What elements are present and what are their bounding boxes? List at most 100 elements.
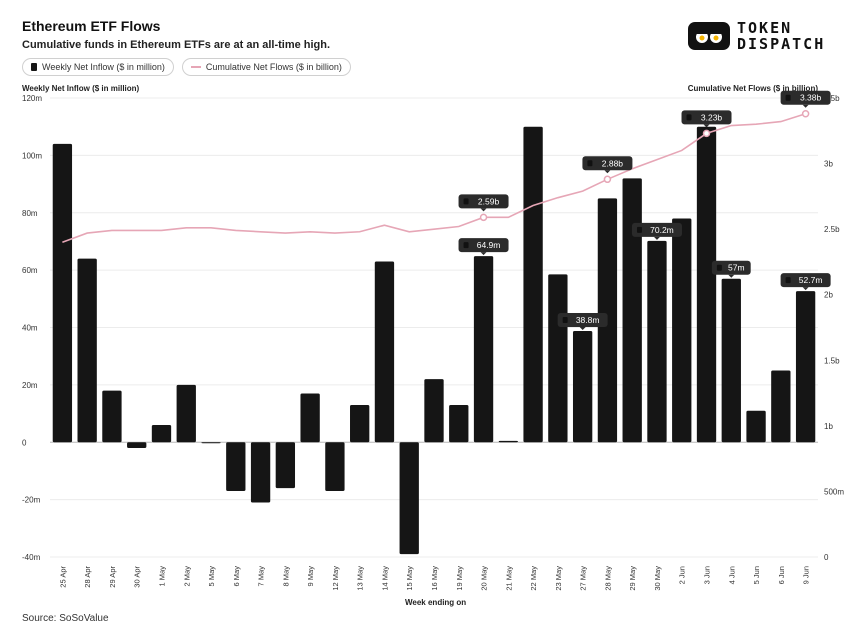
bar-data-label-icon bbox=[562, 316, 568, 323]
bar bbox=[250, 442, 271, 503]
line-data-label-text: 3.23b bbox=[701, 112, 723, 122]
x-tick-label: 5 Jun bbox=[752, 566, 761, 584]
x-tick-label: 25 Apr bbox=[58, 566, 67, 588]
line-point bbox=[801, 109, 810, 118]
bar bbox=[572, 330, 593, 443]
bar-swatch-icon bbox=[31, 63, 37, 71]
x-tick-label: 7 May bbox=[257, 566, 266, 587]
legend-item-weekly-inflow[interactable]: Weekly Net Inflow ($ in million) bbox=[22, 58, 174, 76]
bar bbox=[102, 390, 122, 443]
line-point bbox=[603, 175, 612, 184]
bar bbox=[523, 126, 543, 443]
line-point bbox=[479, 213, 488, 222]
bar bbox=[325, 442, 345, 492]
x-tick-label: 28 Apr bbox=[83, 566, 92, 588]
x-tick-label: 3 Jun bbox=[703, 566, 712, 584]
x-tick-label: 14 May bbox=[380, 566, 389, 591]
x-tick-label: 28 May bbox=[603, 566, 612, 591]
bar bbox=[226, 442, 246, 492]
right-tick-label: 0 bbox=[824, 553, 829, 562]
left-tick-label: -40m bbox=[22, 553, 41, 562]
x-tick-label: 8 May bbox=[281, 566, 290, 587]
left-tick-label: 0 bbox=[22, 438, 27, 447]
left-tick-label: -20m bbox=[22, 496, 41, 505]
line-data-label-text: 2.88b bbox=[602, 158, 624, 168]
line-point bbox=[702, 129, 711, 138]
line-swatch-icon bbox=[190, 66, 201, 68]
x-tick-label: 29 May bbox=[628, 566, 637, 591]
line-data-label-icon bbox=[463, 198, 469, 205]
bar bbox=[127, 442, 147, 448]
bar-data-label-pointer bbox=[480, 252, 487, 256]
x-tick-label: 23 May bbox=[554, 566, 563, 591]
bar-data-label-text: 38.8m bbox=[576, 315, 600, 325]
x-tick-label: 6 May bbox=[232, 566, 241, 587]
right-tick-label: 3b bbox=[824, 160, 833, 169]
line-data-label-text: 2.59b bbox=[478, 196, 500, 206]
line-data-label: 2.59b bbox=[458, 194, 509, 212]
x-tick-label: 9 May bbox=[306, 566, 315, 587]
bar-data-label-icon bbox=[636, 226, 642, 233]
line-data-label-pointer bbox=[703, 124, 710, 128]
right-tick-label: 3.5b bbox=[824, 94, 840, 103]
line-data-label-pointer bbox=[480, 208, 487, 212]
legend-label-weekly-inflow: Weekly Net Inflow ($ in million) bbox=[42, 62, 165, 72]
bar-data-label: 64.9m bbox=[458, 238, 509, 256]
bar-data-label-pointer bbox=[579, 326, 586, 330]
chart-legend: Weekly Net Inflow ($ in million) Cumulat… bbox=[22, 58, 351, 76]
bar-data-label-box bbox=[711, 260, 751, 275]
logo-line-1: TOKEN bbox=[737, 19, 793, 37]
left-tick-label: 80m bbox=[22, 209, 38, 218]
chart-subtitle: Cumulative funds in Ethereum ETFs are at… bbox=[22, 39, 331, 51]
x-tick-label: 22 May bbox=[529, 566, 538, 591]
bar bbox=[424, 379, 444, 443]
bar bbox=[622, 178, 642, 443]
right-tick-label: 2.5b bbox=[824, 225, 840, 234]
bar bbox=[672, 218, 692, 443]
line-data-label-pointer bbox=[802, 104, 809, 108]
bar-data-label-icon bbox=[785, 277, 791, 284]
bar bbox=[721, 278, 741, 443]
line-data-label: 2.88b bbox=[582, 156, 633, 174]
bar bbox=[771, 370, 791, 443]
x-tick-label: 16 May bbox=[430, 566, 439, 591]
bar bbox=[77, 258, 97, 443]
right-tick-label: 1b bbox=[824, 422, 833, 431]
cumulative-line bbox=[62, 112, 806, 244]
bar-data-label-text: 64.9m bbox=[477, 240, 501, 250]
bar bbox=[52, 143, 73, 443]
bar bbox=[498, 440, 518, 443]
x-tick-label: 9 Jun bbox=[802, 566, 811, 584]
bar bbox=[201, 442, 221, 444]
right-tick-label: 500m bbox=[824, 487, 844, 496]
x-tick-label: 2 May bbox=[182, 566, 191, 587]
line-data-label-box bbox=[582, 156, 633, 171]
line-data-label-icon bbox=[587, 160, 593, 167]
x-tick-label: 21 May bbox=[504, 566, 513, 591]
bar-data-label: 38.8m bbox=[557, 312, 608, 330]
chart-title: Ethereum ETF Flows bbox=[22, 18, 161, 34]
bar-data-label-text: 70.2m bbox=[650, 225, 674, 235]
x-tick-label: 19 May bbox=[455, 566, 464, 591]
x-tick-label: 6 Jun bbox=[777, 566, 786, 584]
bar-data-label-box bbox=[557, 312, 608, 327]
token-dispatch-logo: TOKEN DISPATCH bbox=[688, 20, 825, 52]
line-data-label-icon bbox=[686, 114, 692, 121]
x-tick-label: 5 May bbox=[207, 566, 216, 587]
bar bbox=[473, 256, 494, 443]
x-tick-label: 1 May bbox=[157, 566, 166, 587]
line-data-label-box bbox=[458, 194, 509, 209]
bar bbox=[300, 393, 320, 443]
logo-mark-icon bbox=[688, 22, 730, 50]
bar bbox=[151, 425, 172, 443]
left-axis-title: Weekly Net Inflow ($ in million) bbox=[22, 84, 140, 93]
left-tick-label: 40m bbox=[22, 324, 38, 333]
logo-line-2: DISPATCH bbox=[737, 35, 826, 53]
x-tick-label: 13 May bbox=[356, 566, 365, 591]
bar-data-label-pointer bbox=[802, 287, 809, 291]
bar-data-label-icon bbox=[716, 264, 722, 271]
bar-data-label-box bbox=[780, 273, 831, 288]
legend-item-cumulative-flows[interactable]: Cumulative Net Flows ($ in billion) bbox=[181, 58, 351, 76]
x-tick-label: 30 May bbox=[653, 566, 662, 591]
x-tick-label: 30 Apr bbox=[133, 566, 142, 588]
